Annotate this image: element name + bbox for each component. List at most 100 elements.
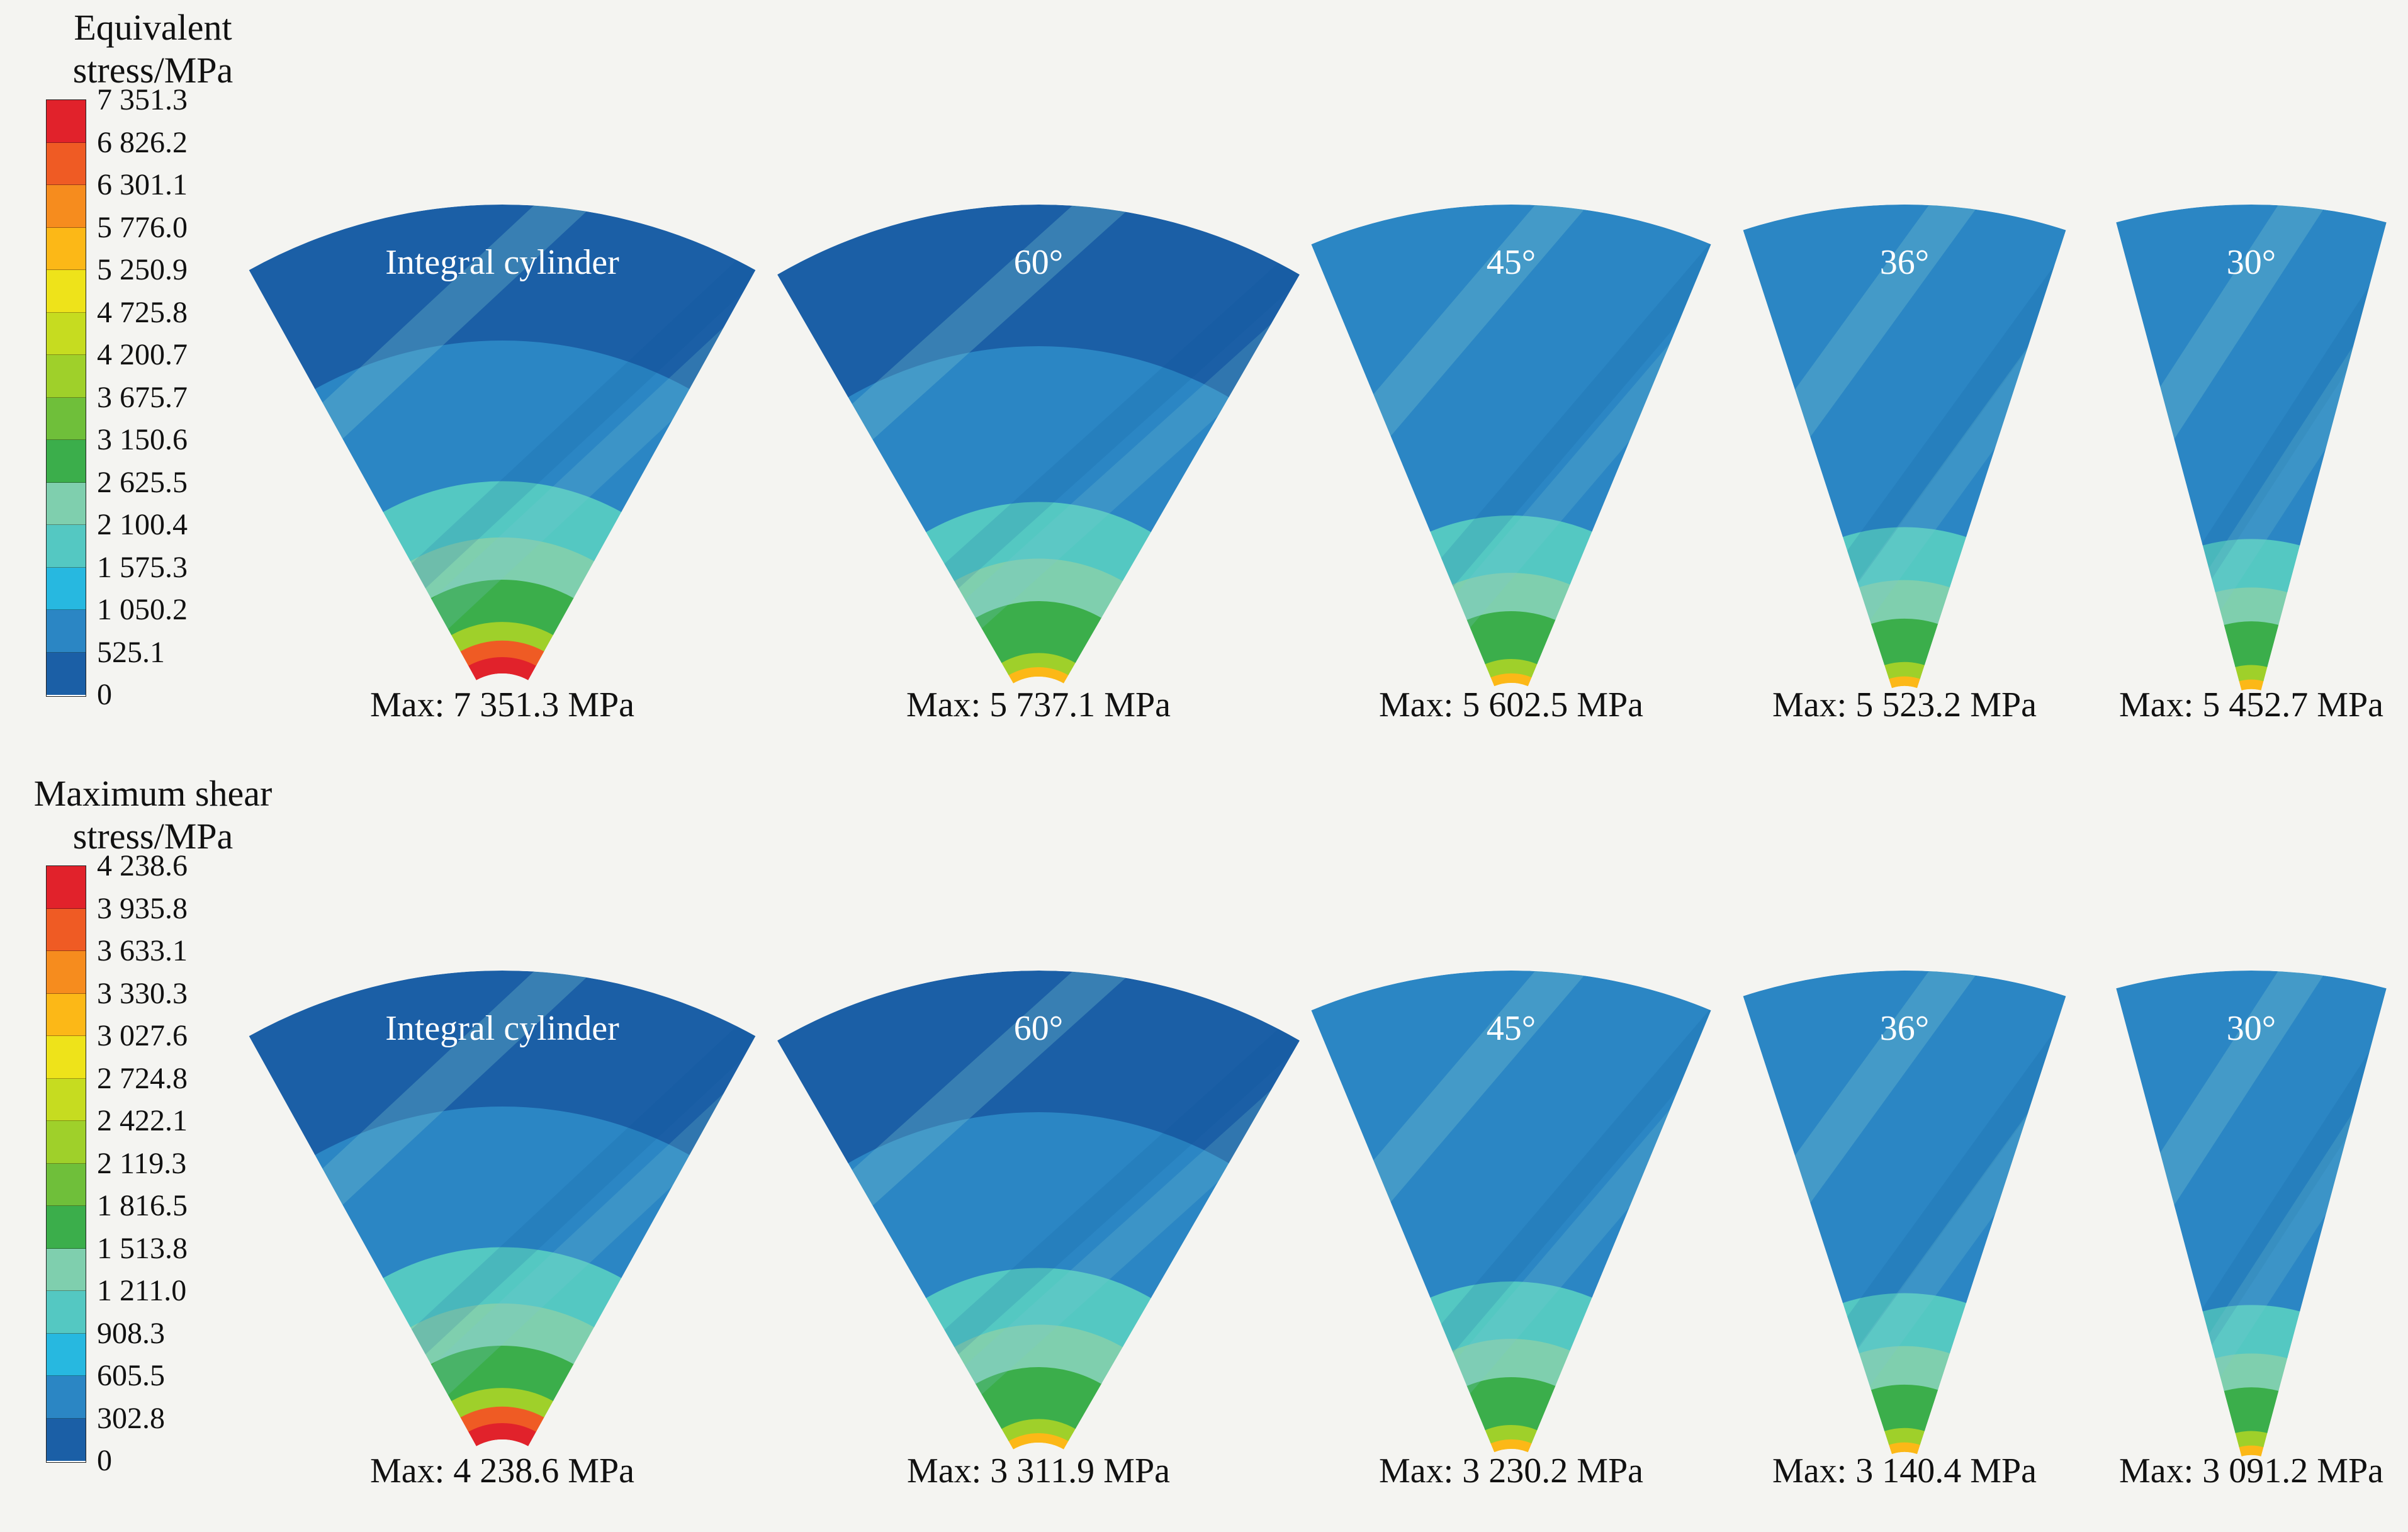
contour-band	[1859, 1344, 1950, 1390]
contour-streak	[777, 205, 1300, 684]
contour-band	[1001, 651, 1076, 675]
max-stress-label: Max: 7 351.3 MPa	[370, 685, 634, 724]
legend-tick: 3 150.6	[97, 423, 188, 456]
contour-band	[777, 971, 1300, 1164]
contour-band	[451, 621, 554, 651]
contour-band	[314, 1105, 690, 1278]
fan-title: 36°	[1880, 243, 1929, 282]
max-labels: Max: 4 238.6 MPa Max: 3 311.9 MPa Max: 3 2…	[0, 1451, 2408, 1501]
contour-band	[249, 205, 756, 389]
legend-tick: 5 776.0	[97, 210, 188, 244]
stress-contour-fan	[777, 205, 1300, 684]
legend-color-cell	[47, 525, 86, 568]
contour-band	[2235, 1429, 2268, 1448]
legend-title: Maximum shear stress/MPa	[5, 772, 301, 859]
contour-band	[1311, 971, 1711, 1298]
fan-title: 45°	[1487, 1009, 1536, 1048]
legend-color-cell	[47, 142, 86, 185]
contour-streak	[1311, 971, 1711, 1453]
legend-title: Equivalent stress/MPa	[5, 6, 301, 93]
contour-band	[1743, 970, 2066, 1304]
legend-tick: 3 675.7	[97, 380, 188, 414]
contour-streak	[249, 971, 756, 1446]
contour-band	[1451, 572, 1571, 620]
max-stress-label: Max: 3 140.4 MPa	[1772, 1451, 2037, 1490]
legend-tick: 1 211.0	[97, 1274, 187, 1307]
max-stress-label: Max: 3 230.2 MPa	[1379, 1451, 1643, 1490]
legend-title-line: Equivalent	[74, 7, 232, 48]
legend-color-cell	[47, 1291, 86, 1334]
legend-tick: 4 238.6	[97, 849, 188, 882]
contour-band	[459, 639, 545, 666]
legend-tick: 2 422.1	[97, 1104, 188, 1137]
legend-tick: 0	[97, 1444, 112, 1477]
legend-tick: 3 633.1	[97, 934, 188, 967]
legend-tick: 3 330.3	[97, 976, 188, 1010]
contour-streak	[2116, 205, 2387, 690]
contour-band	[1842, 1292, 1967, 1354]
contour-band	[925, 500, 1152, 582]
contour-band	[430, 1344, 575, 1401]
fan-title: Integral cylinder	[385, 243, 619, 282]
contour-band	[2224, 620, 2279, 667]
legend-tick: 6 301.1	[97, 168, 188, 201]
contour-band	[2239, 678, 2264, 690]
legend-tick: 1 050.2	[97, 593, 188, 626]
fan-title: Integral cylinder	[385, 1009, 619, 1048]
contour-band	[249, 971, 756, 1155]
contour-band	[1429, 1280, 1593, 1351]
legend-color-cell	[47, 1248, 86, 1291]
legend-color-cell	[47, 1376, 86, 1419]
legend-color-cell	[47, 610, 86, 653]
contour-band	[2116, 971, 2387, 1312]
legend-color-cell	[47, 355, 86, 398]
legend-color-cell	[47, 227, 86, 270]
legend-tick: 3 027.6	[97, 1019, 188, 1052]
contour-band	[1884, 1426, 1925, 1445]
legend-colorbar	[46, 865, 86, 1463]
legend-tick: 2 119.3	[97, 1146, 187, 1180]
legend-tick: 0	[97, 678, 112, 711]
legend-tick: 2 724.8	[97, 1061, 188, 1095]
contour-band	[1888, 675, 1921, 689]
legend-color-cell	[47, 312, 86, 355]
contour-streak	[249, 205, 756, 680]
max-stress-label: Max: 5 523.2 MPa	[1772, 685, 2037, 724]
contour-band	[954, 1323, 1123, 1384]
legend-tick: 6 826.2	[97, 125, 188, 159]
contour-band	[1311, 205, 1711, 532]
max-stress-label: Max: 4 238.6 MPa	[370, 1451, 634, 1490]
max-stress-label: Max: 5 737.1 MPa	[906, 685, 1171, 724]
legend-color-cell	[47, 866, 86, 909]
legend-tick: 7 351.3	[97, 83, 188, 116]
contour-band	[1008, 666, 1069, 684]
legend-tick: 5 250.9	[97, 253, 188, 286]
legend-tick: 2 100.4	[97, 508, 188, 541]
contour-band	[1490, 1438, 1533, 1453]
contour-band	[382, 1246, 622, 1327]
legend-color-cell	[47, 185, 86, 228]
contour-band	[1743, 204, 2066, 538]
legend-color-cell	[47, 908, 86, 951]
legend-color-cell	[47, 567, 86, 610]
legend-color-cell	[47, 993, 86, 1036]
legend-color-cell	[47, 397, 86, 440]
legend-colorbar	[46, 99, 86, 697]
contour-streak	[1743, 970, 2066, 1455]
legend-title-line: stress/MPa	[72, 816, 233, 857]
legend-color-cell	[47, 100, 86, 143]
legend-tick: 4 725.8	[97, 295, 188, 329]
contour-band	[925, 1266, 1152, 1348]
contour-band	[2215, 586, 2288, 625]
legend-title-line: Maximum shear	[33, 773, 273, 814]
max-stress-label: Max: 3 091.2 MPa	[2119, 1451, 2383, 1490]
contour-band	[459, 1405, 545, 1432]
legend-tick: 1 816.5	[97, 1189, 188, 1222]
contour-band	[1451, 1338, 1571, 1386]
max-stress-label: Max: 3 311.9 MPa	[907, 1451, 1170, 1490]
contour-band	[451, 1387, 554, 1417]
contour-band	[2239, 1444, 2264, 1456]
contour-band	[975, 1366, 1102, 1429]
contour-band	[1466, 610, 1556, 665]
contour-band	[1842, 526, 1967, 588]
